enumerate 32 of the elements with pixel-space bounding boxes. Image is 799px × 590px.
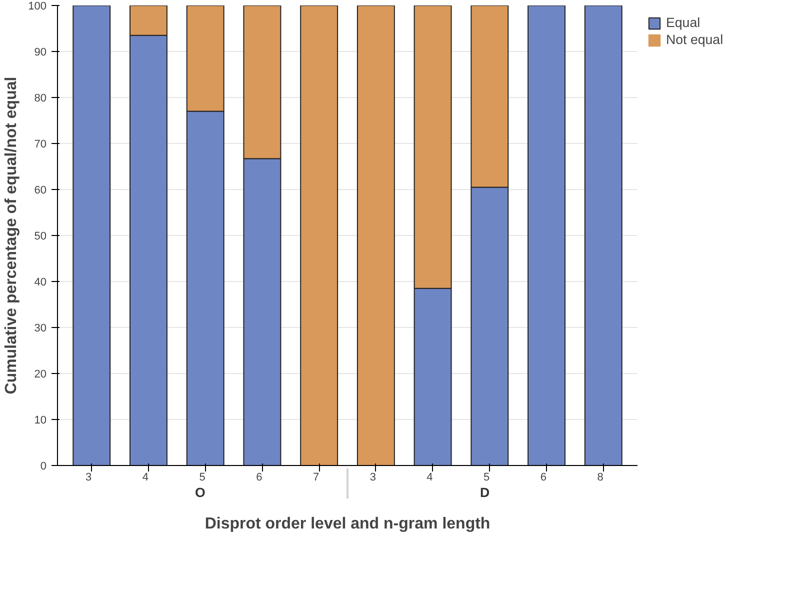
x-tick-label: 8: [597, 472, 604, 484]
y-tick-label: 90: [34, 46, 47, 58]
y-tick-label: 30: [34, 322, 47, 334]
text: O: [194, 485, 206, 500]
bar: [584, 6, 622, 466]
legend-label: Equal: [666, 15, 700, 30]
text: D: [480, 485, 490, 500]
legend-label: Not equal: [666, 32, 724, 47]
x-tick-label: 6: [256, 472, 262, 484]
y-tick-label: 40: [34, 276, 47, 288]
x-tick-label: 3: [370, 472, 376, 484]
x-tick-label: 5: [199, 472, 206, 484]
x-tick-label: 4: [426, 472, 433, 484]
y-tick-label: 10: [34, 414, 47, 426]
y-axis-title: Cumulative percentage of equal/not equal: [3, 76, 20, 394]
y-tick-label: 20: [34, 368, 47, 380]
bar: [300, 6, 338, 466]
x-axis-title: Disprot order level and n-gram length: [204, 516, 490, 532]
bar: [72, 6, 111, 466]
y-tick-label: 50: [34, 230, 47, 242]
y-tick-label: 60: [34, 184, 47, 196]
bar: [356, 6, 395, 466]
x-tick-label: 4: [142, 472, 148, 484]
y-tick-label: 0: [40, 460, 47, 472]
bar: [528, 6, 566, 466]
y-tick-label: 80: [34, 92, 47, 104]
x-tick-label: 3: [86, 472, 92, 484]
x-tick-label: 5: [484, 472, 490, 484]
y-tick-label: 70: [34, 138, 47, 150]
y-tick-label: 100: [28, 0, 47, 12]
x-tick-label: 6: [540, 472, 547, 484]
x-tick-label: 7: [312, 472, 320, 484]
